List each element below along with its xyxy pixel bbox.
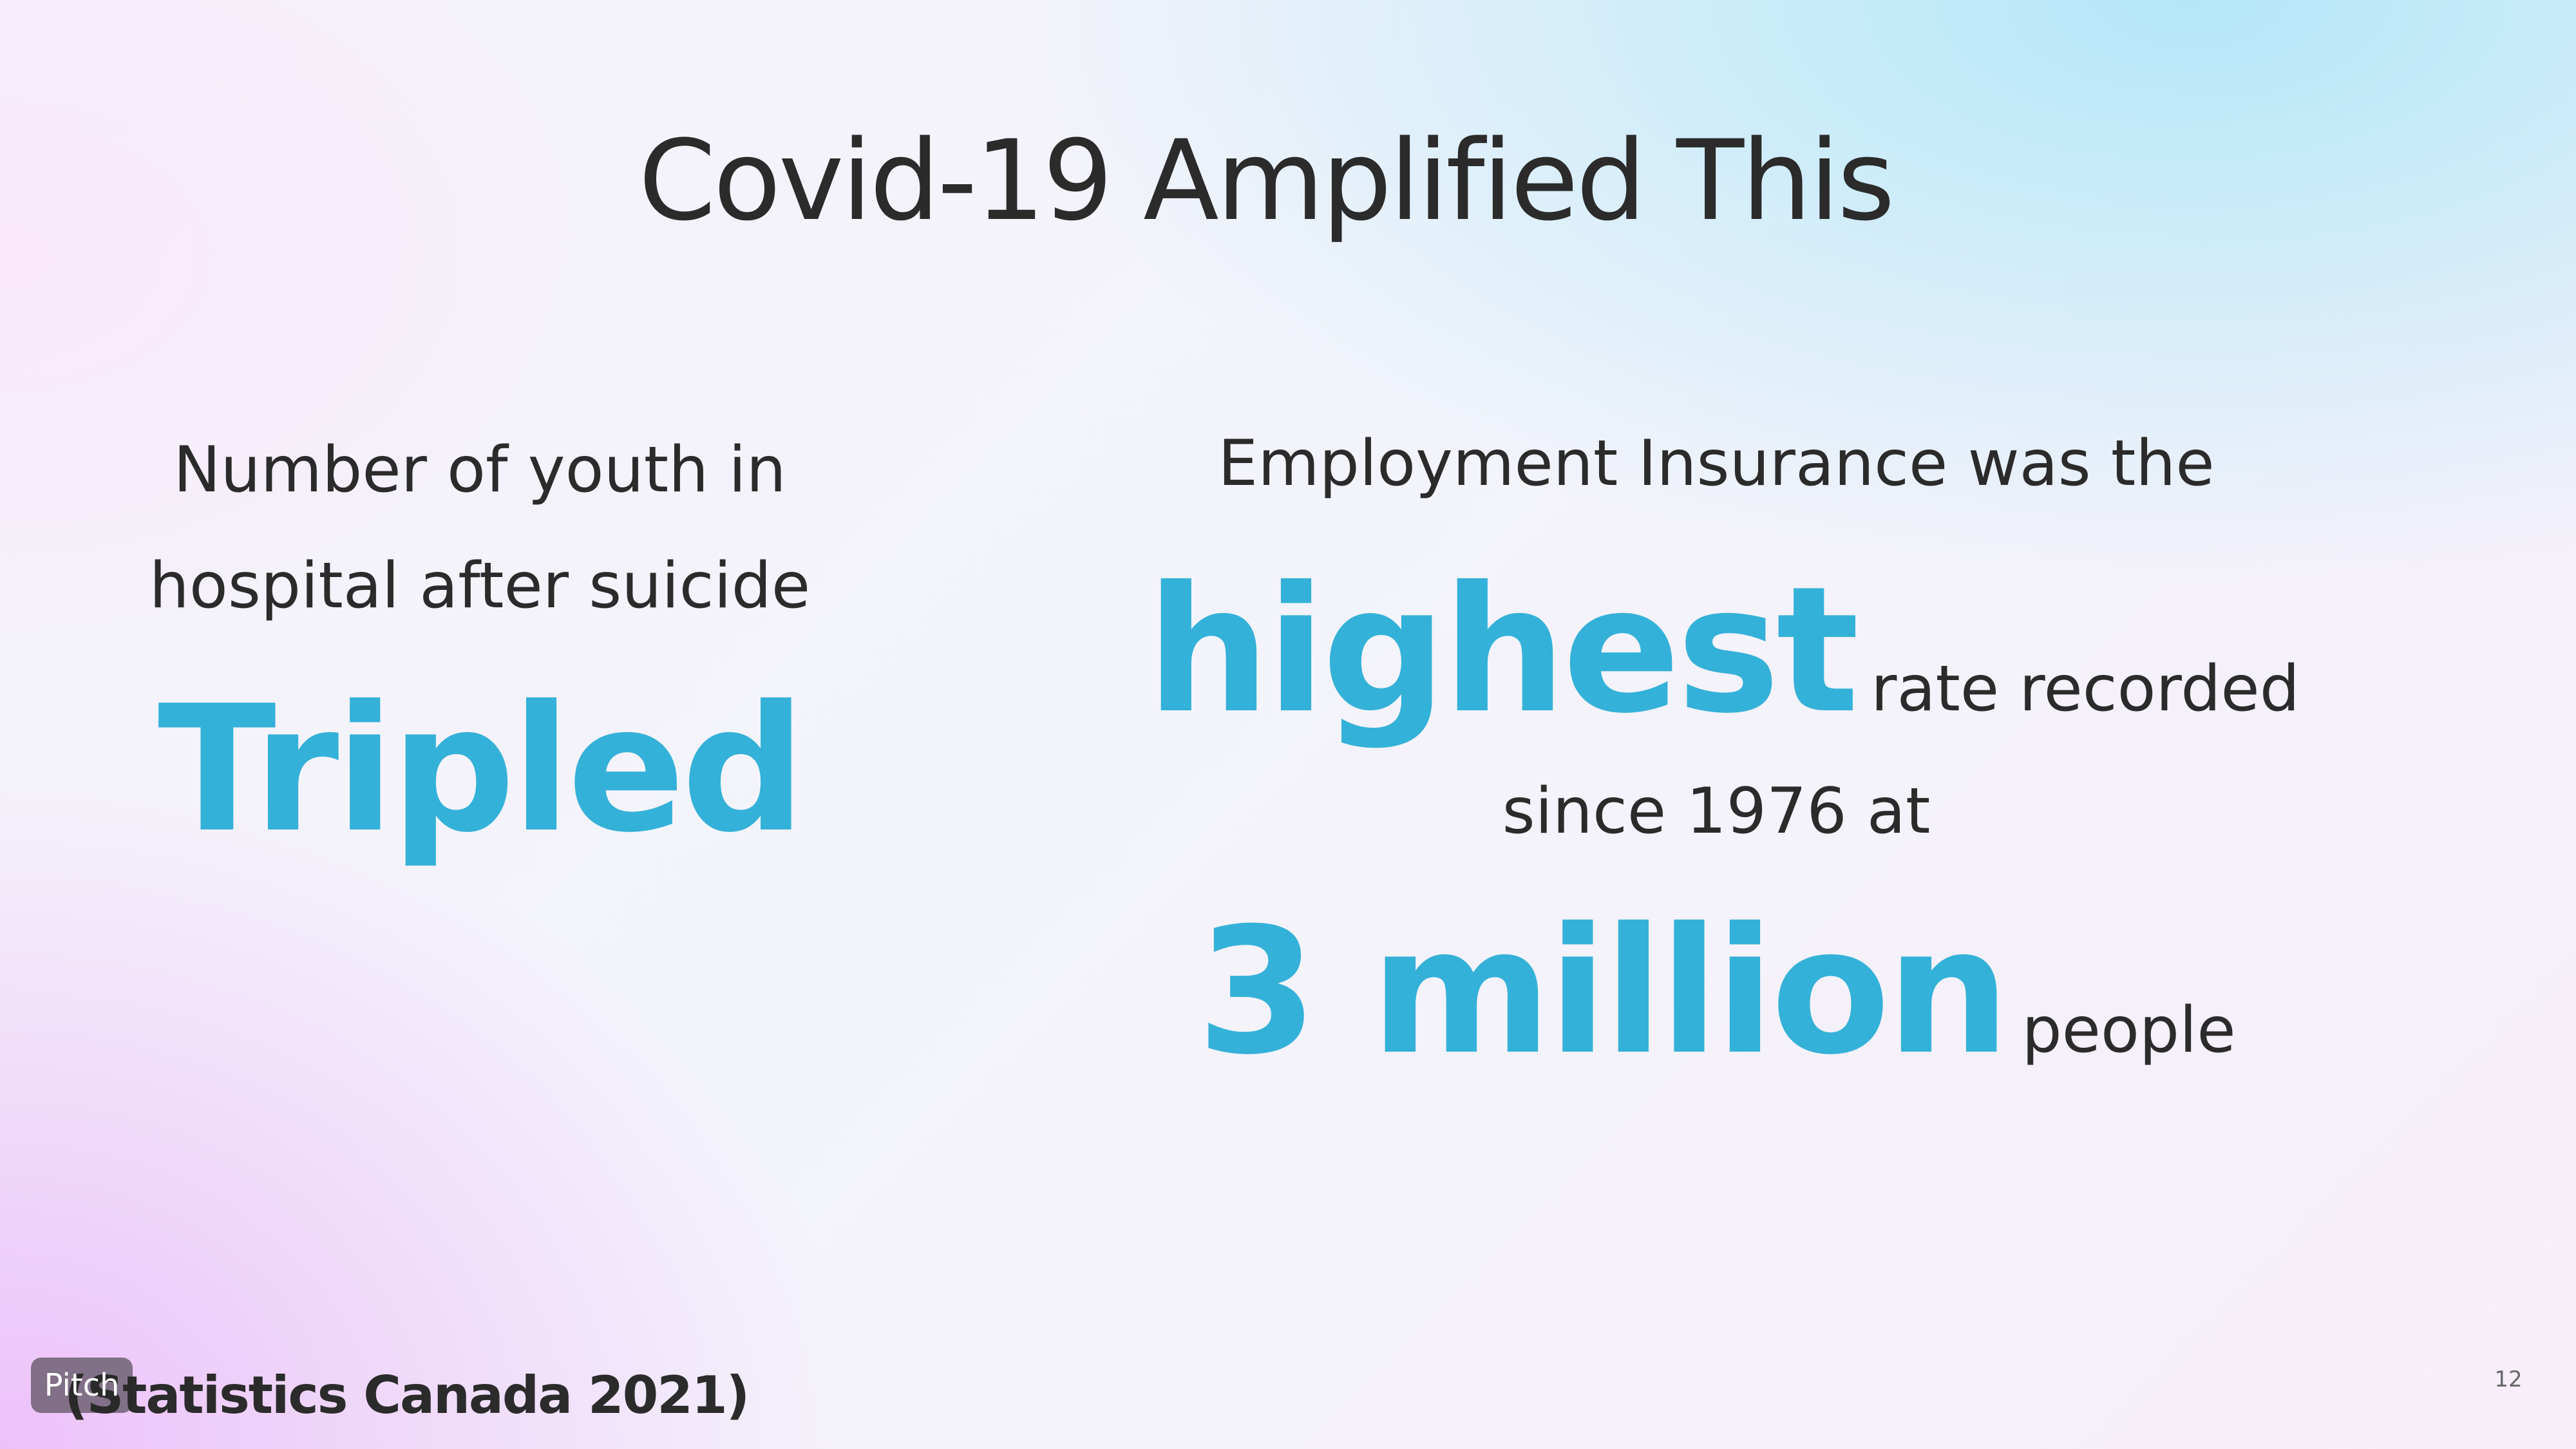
right-line-3: since 1976 at	[1502, 775, 1931, 848]
pitch-badge[interactable]: Pitch	[31, 1358, 133, 1413]
source-citation: (Statistics Canada 2021)	[64, 1365, 750, 1425]
right-column: Employment Insurance was the highest rate…	[1146, 412, 2300, 1088]
tripled-highlight: Tripled	[157, 668, 806, 871]
right-line-4: 3 million people	[1146, 895, 2286, 1088]
right-line-1: Employment Insurance was the	[1218, 427, 2215, 500]
right-line-2: highest rate recorded	[1146, 554, 2300, 747]
slide-title: Covid-19 Amplified This	[638, 116, 1895, 245]
left-desc-line-1: Number of youth in	[173, 433, 786, 507]
three-million-highlight: 3 million	[1197, 890, 2010, 1093]
highest-highlight: highest	[1146, 549, 1859, 752]
people-text: people	[2022, 994, 2236, 1067]
left-column: Number of youth in hospital after suicid…	[97, 412, 863, 863]
rate-recorded-text: rate recorded	[1871, 652, 2300, 726]
left-desc-line-2: hospital after suicide	[149, 549, 811, 623]
page-number: 12	[2494, 1367, 2523, 1392]
